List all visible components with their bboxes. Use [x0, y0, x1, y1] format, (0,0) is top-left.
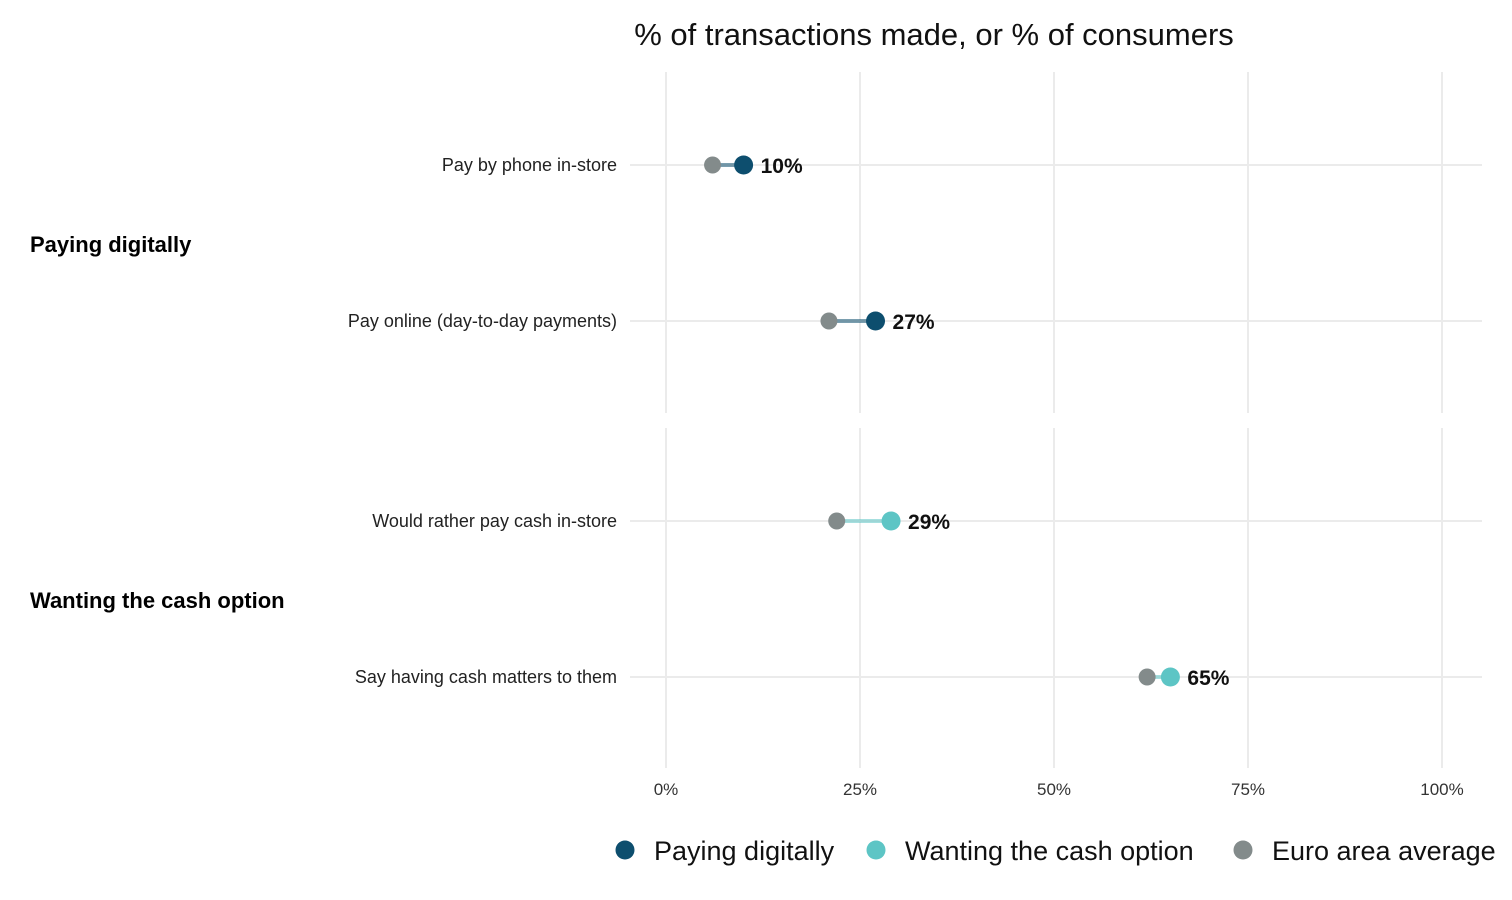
legend-label: Euro area average: [1272, 836, 1496, 866]
value-point: [1160, 667, 1180, 687]
legend-swatch: [615, 840, 635, 860]
x-tick-label: 25%: [843, 780, 877, 799]
grid-layer: [630, 72, 1482, 768]
group-label: Wanting the cash option: [30, 588, 285, 613]
euro-area-average-point: [1138, 668, 1156, 686]
value-label: 10%: [761, 155, 803, 178]
x-tick-label: 75%: [1231, 780, 1265, 799]
mark-layer: 10% 27% 29% 65%: [704, 155, 1230, 690]
value-point: [881, 511, 901, 531]
label-layer: Paying digitally Pay by phone in-store Pay…: [30, 155, 617, 687]
category-label: Would rather pay cash in-store: [372, 511, 617, 531]
category-label: Pay by phone in-store: [442, 155, 617, 175]
chart-title: % of transactions made, or % of consumer…: [634, 17, 1234, 52]
x-tick-label: 0%: [654, 780, 679, 799]
value-label: 29%: [908, 511, 950, 534]
legend: Paying digitally Wanting the cash option E…: [615, 836, 1496, 866]
legend-swatch: [1233, 840, 1253, 860]
category-label: Say having cash matters to them: [355, 667, 617, 687]
x-tick-label: 50%: [1037, 780, 1071, 799]
euro-area-average-point: [704, 156, 722, 174]
group-label: Paying digitally: [30, 232, 192, 257]
euro-area-average-point: [828, 512, 846, 530]
value-point: [734, 155, 754, 175]
euro-area-average-point: [820, 312, 838, 330]
x-axis: 0% 25% 50% 75% 100%: [654, 780, 1464, 799]
legend-label: Paying digitally: [654, 836, 835, 866]
value-point: [866, 311, 886, 331]
x-tick-label: 100%: [1420, 780, 1463, 799]
value-label: 65%: [1187, 667, 1229, 690]
value-label: 27%: [893, 311, 935, 334]
category-label: Pay online (day-to-day payments): [348, 311, 617, 331]
legend-label: Wanting the cash option: [905, 836, 1194, 866]
legend-swatch: [866, 840, 886, 860]
